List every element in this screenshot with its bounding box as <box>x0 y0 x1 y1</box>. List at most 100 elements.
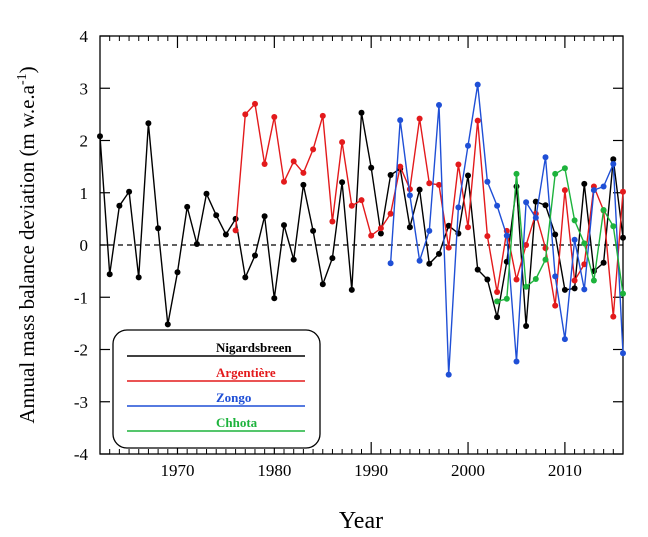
data-point-nigardsbreen <box>145 120 152 127</box>
data-point-nigardsbreen <box>310 227 317 234</box>
data-point-nigardsbreen <box>329 255 336 262</box>
data-point-zongo <box>455 204 462 211</box>
data-point-argentiere <box>620 188 626 195</box>
y-tick-label: -4 <box>74 445 89 464</box>
legend-box <box>112 329 321 449</box>
data-point-nigardsbreen <box>222 231 229 238</box>
data-point-zongo <box>600 183 607 190</box>
data-point-nigardsbreen <box>252 252 258 259</box>
data-point-nigardsbreen <box>494 314 501 321</box>
series-line-argentiere <box>234 102 624 317</box>
legend-label-nigardsbreen: Nigardsbreen <box>216 340 292 355</box>
data-point-argentiere <box>271 114 278 120</box>
data-point-chhota <box>561 165 568 172</box>
data-point-argentiere <box>281 178 287 185</box>
data-point-argentiere <box>290 158 297 165</box>
data-point-zongo <box>581 286 588 293</box>
data-point-zongo <box>494 202 501 209</box>
x-tick-label: 1980 <box>257 461 291 480</box>
legend-label-zongo: Zongo <box>216 390 251 405</box>
data-point-argentiere <box>242 111 249 118</box>
data-point-zongo <box>571 236 578 243</box>
series-zongo <box>387 81 626 378</box>
data-point-argentiere <box>561 187 568 194</box>
y-tick-label: 4 <box>80 27 89 46</box>
data-point-argentiere <box>310 146 317 153</box>
data-point-nigardsbreen <box>232 215 239 222</box>
data-point-nigardsbreen <box>571 285 578 292</box>
data-point-argentiere <box>552 302 559 309</box>
data-point-nigardsbreen <box>387 172 394 178</box>
data-point-argentiere <box>436 181 442 188</box>
legend: Nigardsbreen Argentière Zongo Chhota <box>112 329 321 449</box>
data-point-nigardsbreen <box>97 133 103 140</box>
data-point-nigardsbreen <box>116 202 123 209</box>
data-point-nigardsbreen <box>242 274 249 281</box>
data-point-zongo <box>542 154 549 161</box>
data-point-nigardsbreen <box>348 286 355 293</box>
data-point-nigardsbreen <box>155 225 162 232</box>
data-point-nigardsbreen <box>416 186 423 193</box>
data-point-argentiere <box>252 100 258 107</box>
data-point-argentiere <box>523 242 530 248</box>
legend-label-argentiere: Argentière <box>216 365 276 380</box>
data-point-chhota <box>610 223 617 230</box>
data-point-zongo <box>561 336 568 343</box>
data-point-nigardsbreen <box>561 286 568 293</box>
data-point-chhota <box>571 217 578 224</box>
data-point-argentiere <box>339 139 346 146</box>
series-layer <box>97 81 626 378</box>
x-axis-label: Year <box>339 508 383 534</box>
data-point-argentiere <box>474 117 481 124</box>
data-point-argentiere <box>377 225 384 232</box>
data-point-nigardsbreen <box>484 276 491 283</box>
data-point-chhota <box>552 170 559 177</box>
y-tick-label: 1 <box>80 184 89 203</box>
data-point-chhota <box>513 170 520 177</box>
data-point-zongo <box>620 350 626 357</box>
data-point-argentiere <box>368 232 375 239</box>
data-point-argentiere <box>581 261 588 268</box>
data-point-nigardsbreen <box>368 164 375 171</box>
series-line-nigardsbreen <box>99 112 624 327</box>
data-point-nigardsbreen <box>164 321 171 328</box>
y-tick-label: 3 <box>80 79 89 98</box>
data-point-argentiere <box>445 244 452 251</box>
data-point-zongo <box>590 187 597 194</box>
data-point-nigardsbreen <box>281 222 287 229</box>
data-point-argentiere <box>358 197 365 204</box>
data-point-nigardsbreen <box>184 203 191 210</box>
data-point-zongo <box>387 260 394 267</box>
data-point-argentiere <box>494 289 501 295</box>
data-point-argentiere <box>387 210 394 217</box>
data-point-chhota <box>581 240 588 247</box>
data-point-nigardsbreen <box>126 188 133 195</box>
data-point-nigardsbreen <box>474 266 481 273</box>
data-point-chhota <box>523 283 530 290</box>
data-point-zongo <box>552 273 559 280</box>
data-point-nigardsbreen <box>106 271 113 278</box>
data-point-zongo <box>503 232 510 239</box>
data-point-chhota <box>494 298 501 305</box>
data-point-zongo <box>523 199 530 206</box>
data-point-argentiere <box>416 115 423 122</box>
y-tick-label: 2 <box>80 132 89 151</box>
data-point-argentiere <box>465 224 471 231</box>
data-point-nigardsbreen <box>513 183 520 190</box>
data-point-nigardsbreen <box>465 172 471 179</box>
data-point-nigardsbreen <box>174 269 181 276</box>
data-point-nigardsbreen <box>377 230 384 237</box>
data-point-nigardsbreen <box>319 281 326 288</box>
data-point-zongo <box>474 81 481 88</box>
x-tick-label: 1990 <box>354 461 388 480</box>
data-point-nigardsbreen <box>620 234 626 241</box>
y-axis-label-main: Annual mass balance deviation (m w.e.a <box>15 84 39 423</box>
y-axis-label: Annual mass balance deviation (m w.e.a-1… <box>15 66 39 423</box>
data-point-chhota <box>600 207 607 213</box>
data-point-zongo <box>610 161 617 167</box>
data-point-nigardsbreen <box>290 256 297 263</box>
y-tick-label: 0 <box>80 236 89 255</box>
x-tick-label: 1970 <box>160 461 194 480</box>
data-point-nigardsbreen <box>610 156 617 163</box>
data-point-nigardsbreen <box>523 323 530 329</box>
